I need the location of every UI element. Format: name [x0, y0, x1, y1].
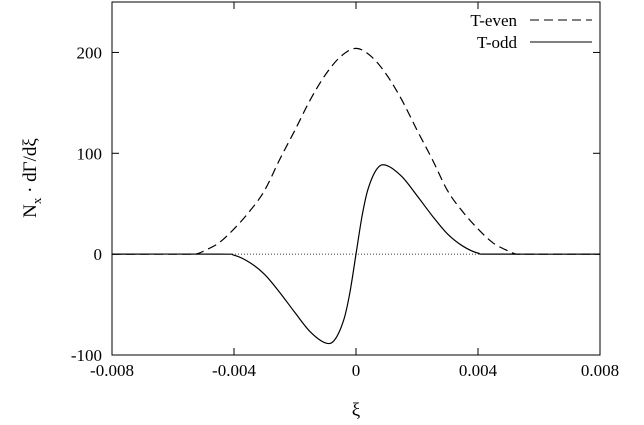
- x-tick-label: 0.008: [581, 361, 619, 380]
- series-line-t-odd: [111, 164, 601, 345]
- legend-label-t-even: T-even: [470, 11, 517, 30]
- series-layer: [111, 47, 601, 345]
- series-line-t-even: [111, 47, 601, 255]
- x-tick-label: 0.004: [459, 361, 498, 380]
- legend-label-t-odd: T-odd: [477, 33, 517, 52]
- y-tick-label: -100: [71, 346, 102, 365]
- y-axis-label: Nx · dΓ/dξ: [20, 138, 44, 218]
- y-axis-ticks: -100 0 100 200: [71, 43, 600, 365]
- plot-frame: [111, 1, 601, 356]
- y-tick-label: 100: [77, 144, 103, 163]
- y-tick-label: 200: [77, 43, 103, 62]
- legend: T-even T-odd: [470, 11, 592, 52]
- x-tick-label: -0.004: [212, 361, 256, 380]
- x-axis-label: ξ: [352, 400, 361, 421]
- x-tick-label: 0: [352, 361, 361, 380]
- x-axis-ticks: -0.008 -0.004 0 0.004 0.008: [90, 2, 619, 380]
- x-tick-label: -0.008: [90, 361, 134, 380]
- y-tick-label: 0: [94, 245, 103, 264]
